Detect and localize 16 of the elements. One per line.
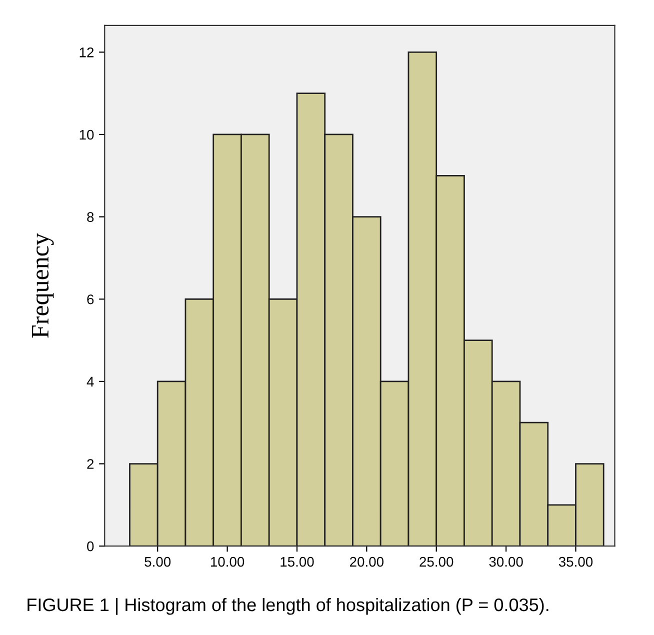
y-tick-label: 2 xyxy=(87,459,94,469)
x-tick-label: 30.00 xyxy=(489,556,523,567)
x-tick-label: 10.00 xyxy=(210,556,244,567)
y-tick-label: 12 xyxy=(80,47,94,58)
x-tick-label: 15.00 xyxy=(280,556,314,567)
x-tick-label: 5.00 xyxy=(144,556,171,567)
x-tick-label: 35.00 xyxy=(558,556,593,567)
y-tick-label: 6 xyxy=(87,294,94,304)
x-tick-label: 20.00 xyxy=(350,556,384,567)
y-tick-label: 0 xyxy=(87,541,94,552)
y-tick-label: 10 xyxy=(80,130,94,140)
y-axis-title: Frequency xyxy=(32,233,54,338)
y-tick-label: 4 xyxy=(86,376,94,386)
caption: FIGURE 1 | Histogram of the length of hospitalization (P = 0.035). xyxy=(28,598,548,615)
y-tick-label: 8 xyxy=(87,212,94,222)
x-tick-label: 25.00 xyxy=(420,556,454,567)
